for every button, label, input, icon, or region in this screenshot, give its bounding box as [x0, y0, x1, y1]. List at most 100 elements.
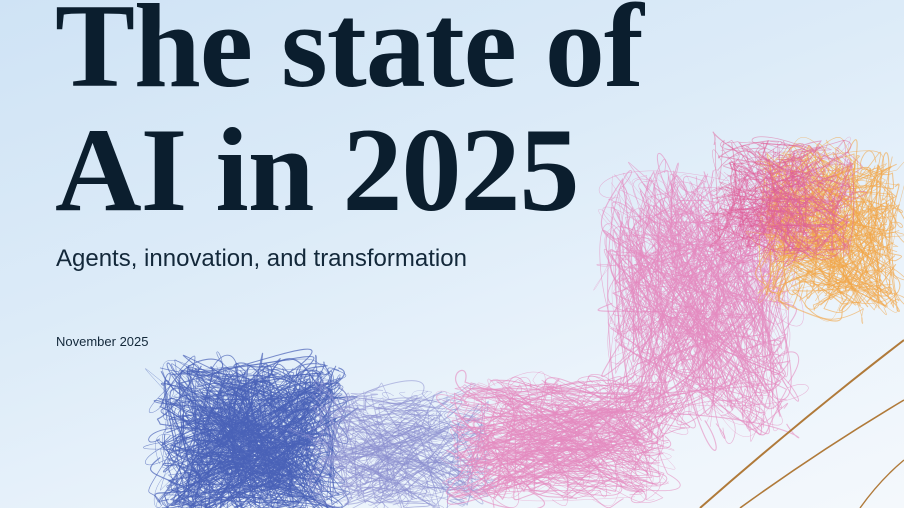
- fiber-strand: [451, 419, 629, 487]
- fiber-strand: [682, 175, 786, 396]
- fiber-strand: [816, 179, 895, 309]
- fiber-strand: [607, 217, 708, 419]
- fiber-strand: [186, 358, 331, 508]
- fiber-strand: [620, 258, 800, 402]
- fiber-strand: [781, 187, 874, 274]
- fiber-strand: [603, 229, 763, 436]
- fiber-strand: [703, 156, 796, 225]
- fiber-strand: [472, 406, 627, 496]
- fiber-strand: [745, 153, 846, 249]
- fiber-strand: [729, 157, 809, 267]
- fiber-strand: [159, 367, 278, 508]
- fiber-strand: [318, 412, 401, 470]
- fiber-strand: [507, 411, 676, 470]
- fiber-strand: [734, 157, 807, 236]
- fiber-strand: [216, 351, 290, 489]
- fiber-strand: [354, 435, 444, 508]
- fiber-strand: [761, 196, 838, 271]
- fiber-strand: [726, 220, 792, 417]
- fiber-strand: [172, 365, 328, 491]
- fiber-strand: [164, 390, 337, 459]
- fiber-strand: [160, 366, 325, 446]
- fiber-strand: [607, 186, 726, 331]
- fiber-strand: [742, 179, 817, 237]
- fiber-strand: [612, 226, 752, 417]
- fiber-strand: [310, 416, 433, 503]
- fiber-strand: [719, 175, 781, 260]
- fiber-strand: [650, 220, 740, 354]
- fiber-strand: [472, 403, 570, 499]
- fiber-strand: [319, 381, 409, 465]
- fiber-strand: [755, 150, 821, 221]
- fiber-strand: [181, 445, 329, 503]
- fiber-strand: [714, 195, 775, 232]
- fiber-strand: [617, 190, 743, 352]
- fiber-strand: [448, 397, 683, 498]
- fiber-strand: [628, 271, 800, 439]
- fiber-strand: [812, 268, 904, 311]
- fiber-strand: [161, 390, 321, 508]
- fiber-strand: [336, 399, 421, 492]
- fiber-strand: [168, 471, 311, 506]
- fiber-strand: [607, 270, 782, 424]
- fiber-strand: [179, 381, 287, 500]
- fiber-strand: [761, 229, 858, 290]
- fiber-strand: [484, 413, 675, 458]
- fiber-strand: [793, 204, 903, 248]
- fiber-strand: [172, 372, 341, 508]
- fiber-strand: [164, 355, 315, 505]
- fiber-strand: [751, 136, 844, 254]
- fiber-strand: [495, 393, 598, 493]
- fiber-strand: [315, 415, 467, 505]
- fiber-strand: [632, 234, 780, 389]
- fiber-strand: [489, 379, 664, 485]
- fiber-strand: [771, 242, 894, 300]
- plant-stem: [739, 399, 904, 508]
- fiber-strand: [618, 405, 662, 487]
- fiber-strand: [620, 178, 715, 358]
- fiber-strand: [659, 179, 759, 438]
- fiber-strand: [656, 152, 759, 324]
- fiber-strand: [713, 144, 826, 240]
- fiber-strand: [238, 416, 312, 473]
- fiber-strand: [774, 139, 846, 220]
- title-line-1: The state of: [55, 0, 644, 112]
- fiber-strand: [307, 400, 463, 488]
- fiber-strand: [458, 403, 649, 476]
- fiber-strand: [730, 140, 796, 248]
- fiber-strand: [373, 426, 475, 503]
- fiber-strand: [659, 181, 727, 407]
- fiber-strand: [505, 378, 638, 481]
- fiber-strand: [232, 376, 304, 457]
- fiber-strand: [190, 398, 249, 501]
- fiber-strand: [592, 385, 667, 507]
- fiber-strand: [716, 186, 830, 257]
- fiber-strand: [153, 396, 345, 508]
- fiber-strand: [349, 410, 440, 508]
- fiber-strand: [778, 155, 856, 266]
- fiber-strand: [750, 156, 830, 253]
- fiber-strand: [487, 394, 661, 478]
- fiber-strand: [615, 212, 714, 366]
- fiber-strand: [785, 172, 887, 309]
- fiber-strand: [342, 426, 449, 498]
- fiber-strand: [689, 240, 783, 350]
- fiber-strand: [765, 196, 874, 296]
- fiber-strand: [716, 193, 800, 264]
- fiber-strand: [608, 194, 773, 399]
- fiber-strand: [504, 434, 592, 482]
- fiber-strand: [375, 420, 444, 508]
- fiber-strand: [761, 179, 847, 244]
- fiber-strand: [494, 422, 626, 498]
- fiber-strand: [607, 170, 657, 424]
- fiber-strand: [465, 382, 625, 466]
- fiber-strand: [325, 408, 449, 448]
- fiber-strand: [483, 379, 558, 492]
- fiber-strand: [640, 165, 788, 411]
- report-subtitle: Agents, innovation, and transformation: [56, 245, 467, 272]
- fiber-strand: [326, 393, 449, 508]
- fiber-strand: [719, 181, 797, 253]
- fiber-strand: [371, 414, 490, 504]
- fiber-strand: [680, 268, 788, 409]
